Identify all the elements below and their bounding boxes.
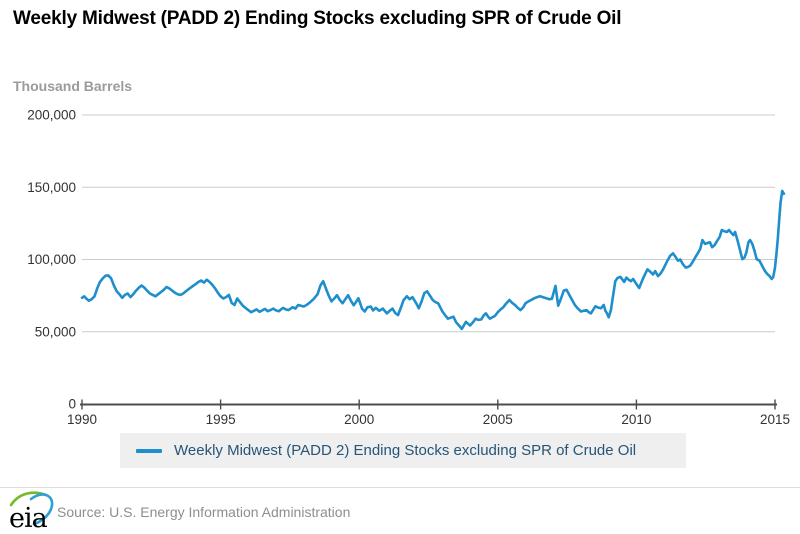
- page-title: Weekly Midwest (PADD 2) Ending Stocks ex…: [13, 8, 622, 29]
- eia-logo-graphic: eia: [9, 491, 54, 534]
- footer: eia Source: U.S. Energy Information Admi…: [0, 488, 800, 534]
- x-axis-tick-label: 2010: [621, 412, 651, 427]
- y-axis-tick-label: 150,000: [27, 180, 76, 195]
- y-axis-tick-label: 0: [68, 397, 76, 412]
- data-line-series: [80, 189, 786, 331]
- y-axis-units-label: Thousand Barrels: [13, 78, 133, 94]
- eia-logo: eia: [6, 488, 58, 534]
- y-axis-tick-label: 50,000: [35, 324, 76, 339]
- x-axis-tick-label: 2005: [483, 412, 513, 427]
- legend-line-swatch: [136, 448, 162, 453]
- x-axis-tick-label: 2015: [760, 412, 790, 427]
- footer-divider: [0, 487, 800, 488]
- x-axis-tick-label: 2000: [344, 412, 374, 427]
- eia-logo-text: eia: [9, 503, 48, 534]
- eia-logo-blue-swoosh: [29, 493, 54, 526]
- x-axis-tick-label: 1990: [67, 412, 97, 427]
- legend-label: Weekly Midwest (PADD 2) Ending Stocks ex…: [174, 442, 637, 459]
- y-axis-tick-label: 100,000: [27, 252, 76, 267]
- legend: Weekly Midwest (PADD 2) Ending Stocks ex…: [120, 433, 686, 468]
- y-axis-tick-label: 200,000: [27, 108, 76, 123]
- x-axis-tick-label: 1995: [206, 412, 236, 427]
- source-text: Source: U.S. Energy Information Administ…: [57, 504, 351, 520]
